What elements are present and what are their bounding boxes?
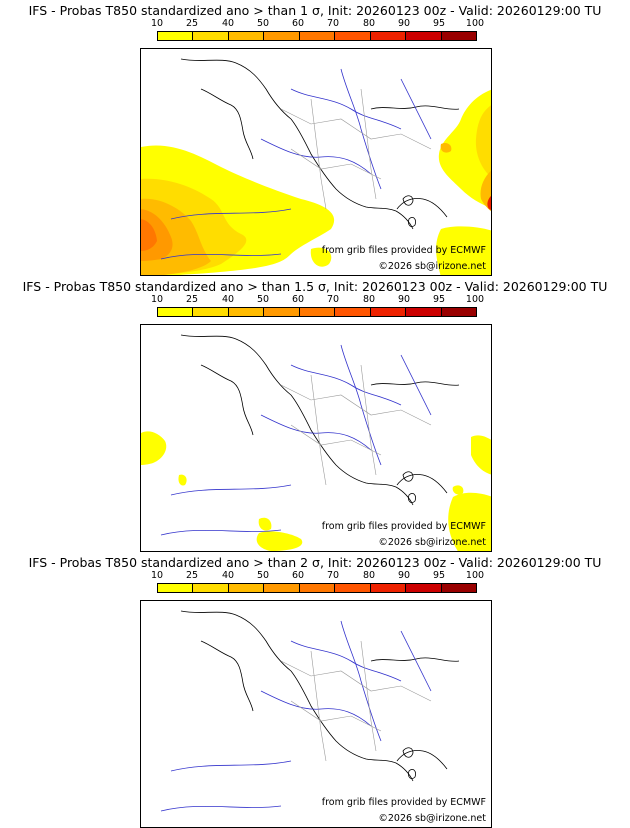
colorbar-label: 100 (465, 294, 485, 305)
colorbar-swatch (406, 584, 442, 592)
colorbar-label: 40 (221, 294, 235, 305)
colorbar-label: 70 (326, 294, 340, 305)
colorbar-swatch (370, 32, 407, 40)
colorbar-labels: 10 25 40 50 60 70 80 90 95 100 (143, 570, 493, 582)
colorbar-swatch (193, 308, 229, 316)
colorbar-swatch (158, 584, 194, 592)
colorbar-label: 90 (397, 18, 411, 29)
copyright: ©2026 sb@irizone.net (378, 261, 486, 272)
colorbar-label: 10 (150, 570, 164, 581)
data-credit: from grib files provided by ECMWF (321, 521, 486, 532)
colorbar-swatch (441, 584, 476, 592)
colorbar-swatch (228, 32, 265, 40)
map-canvas (141, 58, 491, 275)
colorbar-label: 25 (185, 570, 199, 581)
colorbar (157, 307, 477, 317)
admin-borders (280, 364, 432, 486)
admin-borders (280, 88, 432, 210)
map-panel-1: IFS - Probas T850 standardized ano > tha… (0, 0, 630, 276)
colorbar-swatch (335, 584, 371, 592)
colorbar-label: 25 (185, 294, 199, 305)
colorbar-swatch (193, 584, 229, 592)
colorbar-label: 95 (432, 18, 446, 29)
colorbar-label: 40 (221, 570, 235, 581)
colorbar-labels: 10 25 40 50 60 70 80 90 95 100 (143, 18, 493, 30)
colorbar-label: 50 (256, 294, 270, 305)
data-credit: from grib files provided by ECMWF (321, 797, 486, 808)
colorbar-label: 80 (362, 570, 376, 581)
coastline (180, 334, 460, 506)
colorbar-swatch (370, 308, 407, 316)
colorbar-swatch (158, 308, 194, 316)
colorbar-label: 10 (150, 294, 164, 305)
colorbar-swatch (406, 32, 442, 40)
colorbar-swatch (228, 308, 265, 316)
colorbar-label: 50 (256, 570, 270, 581)
probability-map: from grib files provided by ECMWF ©2026 … (140, 48, 492, 276)
map-panel-3: IFS - Probas T850 standardized ano > tha… (0, 552, 630, 828)
admin-borders (280, 640, 432, 762)
rivers (160, 620, 432, 812)
colorbar (157, 583, 477, 593)
colorbar-swatch (193, 32, 229, 40)
coastline (180, 58, 460, 230)
colorbar-label: 60 (291, 18, 305, 29)
colorbar-swatch (406, 308, 442, 316)
colorbar-swatch (299, 32, 336, 40)
colorbar-label: 25 (185, 18, 199, 29)
copyright: ©2026 sb@irizone.net (378, 813, 486, 824)
colorbar-label: 80 (362, 18, 376, 29)
colorbar-swatch (335, 308, 371, 316)
panel-title: IFS - Probas T850 standardized ano > tha… (28, 3, 602, 18)
colorbar-swatch (299, 584, 336, 592)
probability-shading (141, 89, 491, 275)
colorbar-swatch (299, 308, 336, 316)
colorbar-swatch (335, 32, 371, 40)
coastline (180, 610, 460, 782)
colorbar-swatch (441, 308, 476, 316)
colorbar-label: 90 (397, 570, 411, 581)
probability-map: from grib files provided by ECMWF ©2026 … (140, 324, 492, 552)
colorbar-label: 90 (397, 294, 411, 305)
colorbar-swatch (370, 584, 407, 592)
probability-map: from grib files provided by ECMWF ©2026 … (140, 600, 492, 828)
colorbar-label: 95 (432, 570, 446, 581)
colorbar-label: 80 (362, 294, 376, 305)
panel-title: IFS - Probas T850 standardized ano > tha… (28, 555, 602, 570)
map-panel-2: IFS - Probas T850 standardized ano > tha… (0, 276, 630, 552)
colorbar-label: 70 (326, 570, 340, 581)
colorbar (157, 31, 477, 41)
colorbar-label: 60 (291, 570, 305, 581)
colorbar-swatch (264, 584, 300, 592)
data-credit: from grib files provided by ECMWF (321, 245, 486, 256)
colorbar-label: 70 (326, 18, 340, 29)
colorbar-label: 100 (465, 570, 485, 581)
panel-title: IFS - Probas T850 standardized ano > tha… (22, 279, 608, 294)
copyright: ©2026 sb@irizone.net (378, 537, 486, 548)
map-canvas (160, 610, 460, 812)
colorbar-label: 40 (221, 18, 235, 29)
colorbar-label: 95 (432, 294, 446, 305)
colorbar-swatch (228, 584, 265, 592)
colorbar-swatch (264, 32, 300, 40)
colorbar-swatch (158, 32, 194, 40)
rivers (160, 68, 432, 260)
colorbar-swatch (441, 32, 476, 40)
colorbar-label: 50 (256, 18, 270, 29)
colorbar-swatch (264, 308, 300, 316)
colorbar-labels: 10 25 40 50 60 70 80 90 95 100 (143, 294, 493, 306)
probability-shading (141, 431, 491, 551)
colorbar-label: 10 (150, 18, 164, 29)
colorbar-label: 60 (291, 294, 305, 305)
colorbar-label: 100 (465, 18, 485, 29)
rivers (160, 344, 432, 536)
map-canvas (141, 334, 491, 551)
